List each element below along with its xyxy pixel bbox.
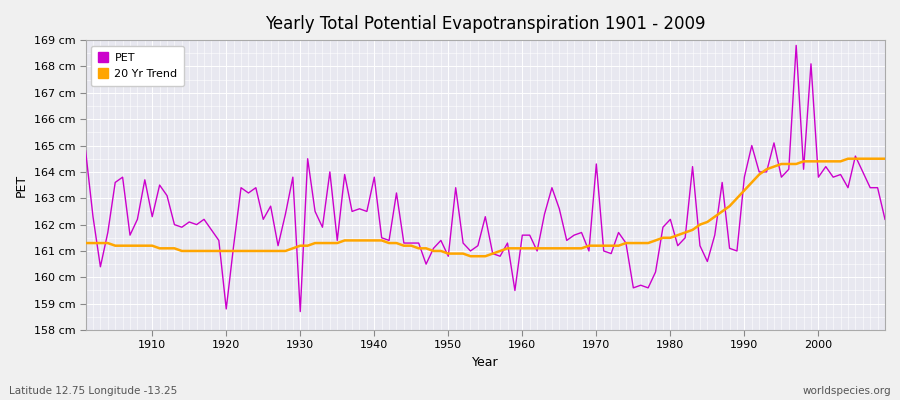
- Legend: PET, 20 Yr Trend: PET, 20 Yr Trend: [91, 46, 184, 86]
- Title: Yearly Total Potential Evapotranspiration 1901 - 2009: Yearly Total Potential Evapotranspiratio…: [265, 15, 706, 33]
- X-axis label: Year: Year: [472, 356, 499, 369]
- Y-axis label: PET: PET: [15, 174, 28, 197]
- Text: Latitude 12.75 Longitude -13.25: Latitude 12.75 Longitude -13.25: [9, 386, 177, 396]
- Text: worldspecies.org: worldspecies.org: [803, 386, 891, 396]
